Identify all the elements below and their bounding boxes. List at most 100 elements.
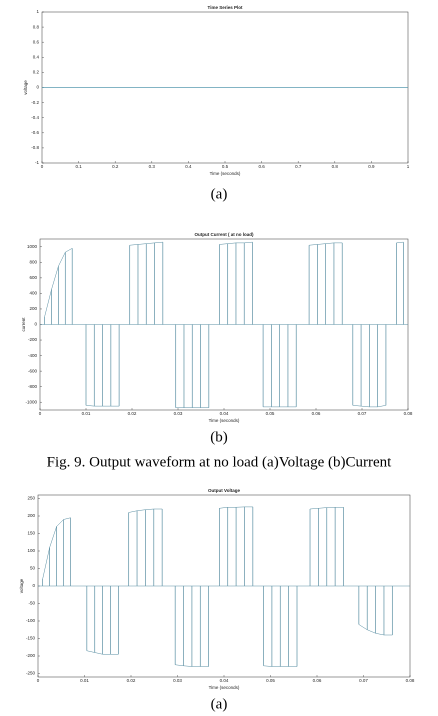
y-tick-label: 0 bbox=[36, 85, 39, 90]
envelope bbox=[361, 405, 370, 408]
x-tick-label: 0 bbox=[41, 164, 44, 169]
y-tick-label: 150 bbox=[27, 531, 35, 536]
y-tick-label: 800 bbox=[29, 260, 37, 265]
y-tick-label: 1000 bbox=[27, 244, 38, 249]
x-tick-label: 0.04 bbox=[220, 678, 229, 683]
x-tick-label: 0.9 bbox=[368, 164, 375, 169]
y-tick-label: -400 bbox=[28, 353, 38, 358]
envelope bbox=[49, 526, 57, 548]
envelope bbox=[227, 242, 236, 244]
y-tick-label: -800 bbox=[28, 384, 38, 389]
envelope bbox=[137, 243, 147, 245]
figure-caption: Fig. 9. Output waveform at no load (a)Vo… bbox=[47, 454, 392, 470]
envelope bbox=[51, 266, 59, 290]
x-tick-label: 0.5 bbox=[222, 164, 229, 169]
envelope bbox=[219, 507, 228, 509]
envelope bbox=[146, 242, 155, 244]
envelope bbox=[154, 241, 163, 244]
caption: (a) bbox=[211, 696, 228, 712]
envelope bbox=[145, 508, 154, 510]
caption: (a) bbox=[211, 186, 228, 202]
envelope bbox=[310, 508, 319, 510]
y-tick-label: 0.2 bbox=[33, 70, 40, 75]
y-tick-label: -0.4 bbox=[31, 115, 39, 120]
x-tick-label: 0.08 bbox=[406, 678, 415, 683]
y-tick-label: 600 bbox=[29, 275, 37, 280]
envelope bbox=[309, 244, 318, 246]
x-tick-label: 0.07 bbox=[358, 411, 367, 416]
x-tick-label: 0.05 bbox=[266, 678, 275, 683]
x-tick-label: 0.3 bbox=[149, 164, 156, 169]
chart-title: Time Series Plot bbox=[208, 5, 243, 10]
envelope bbox=[325, 242, 334, 244]
envelope bbox=[317, 243, 326, 245]
y-tick-label: -600 bbox=[28, 368, 38, 373]
y-tick-label: -0.6 bbox=[31, 130, 39, 135]
x-tick-label: 0.02 bbox=[128, 411, 137, 416]
envelope bbox=[58, 252, 66, 267]
x-tick-label: 0.03 bbox=[174, 411, 183, 416]
envelope bbox=[129, 244, 139, 246]
x-tick-label: 0.04 bbox=[220, 411, 229, 416]
y-tick-label: -150 bbox=[26, 636, 36, 641]
envelope bbox=[128, 510, 138, 513]
envelope bbox=[377, 405, 386, 408]
y-axis-label: voltage bbox=[19, 578, 24, 593]
y-tick-label: -200 bbox=[28, 337, 38, 342]
envelope bbox=[65, 248, 73, 253]
y-tick-label: 100 bbox=[27, 548, 35, 553]
y-tick-label: -250 bbox=[26, 671, 36, 676]
x-tick-label: 0.06 bbox=[312, 411, 321, 416]
y-axis-label: current bbox=[21, 317, 26, 332]
x-tick-label: 0.7 bbox=[295, 164, 302, 169]
y-tick-label: 0.4 bbox=[33, 54, 40, 59]
envelope bbox=[63, 517, 71, 520]
envelope bbox=[86, 650, 95, 653]
envelope bbox=[85, 405, 95, 407]
y-tick-label: 50 bbox=[30, 566, 36, 571]
x-tick-label: 0.02 bbox=[127, 678, 136, 683]
y-tick-label: 0 bbox=[32, 583, 35, 588]
y-tick-label: -0.2 bbox=[31, 100, 39, 105]
envelope bbox=[175, 664, 184, 667]
y-tick-label: 1 bbox=[36, 9, 39, 14]
y-tick-label: 200 bbox=[29, 306, 37, 311]
y-tick-label: 0.6 bbox=[33, 39, 40, 44]
y-axis-label: voltage bbox=[23, 80, 28, 95]
x-axis-label: Time (seconds) bbox=[210, 171, 241, 176]
y-tick-label: -100 bbox=[26, 618, 36, 623]
x-tick-label: 1 bbox=[407, 164, 410, 169]
envelope bbox=[56, 519, 64, 527]
x-tick-label: 0 bbox=[37, 678, 40, 683]
x-tick-label: 0.1 bbox=[75, 164, 82, 169]
envelope bbox=[375, 633, 385, 636]
envelope bbox=[42, 547, 50, 580]
caption: (b) bbox=[210, 429, 228, 445]
envelope bbox=[358, 624, 368, 630]
x-axis-label: Time (seconds) bbox=[209, 418, 240, 423]
x-tick-label: 0.05 bbox=[266, 411, 275, 416]
envelope bbox=[318, 507, 327, 509]
y-tick-label: 0.8 bbox=[33, 24, 40, 29]
y-tick-label: -1000 bbox=[25, 399, 37, 404]
y-tick-label: 400 bbox=[29, 291, 37, 296]
y-tick-label: -1 bbox=[35, 160, 39, 165]
chart-title: Output Voltage bbox=[208, 488, 240, 493]
envelope bbox=[183, 665, 192, 667]
y-tick-label: 200 bbox=[27, 513, 35, 518]
envelope bbox=[137, 509, 146, 511]
y-tick-label: -50 bbox=[28, 601, 35, 606]
envelope bbox=[367, 629, 376, 634]
envelope bbox=[94, 652, 103, 655]
x-tick-label: 0.6 bbox=[258, 164, 265, 169]
x-tick-label: 0.01 bbox=[82, 411, 91, 416]
envelope bbox=[263, 665, 272, 667]
x-axis-label: Time (seconds) bbox=[209, 685, 240, 690]
envelope bbox=[396, 241, 404, 244]
y-tick-label: -200 bbox=[26, 653, 36, 658]
x-tick-label: 0.08 bbox=[404, 411, 413, 416]
y-tick-label: 0 bbox=[34, 322, 37, 327]
x-tick-label: 0.03 bbox=[173, 678, 182, 683]
x-tick-label: 0.8 bbox=[332, 164, 339, 169]
